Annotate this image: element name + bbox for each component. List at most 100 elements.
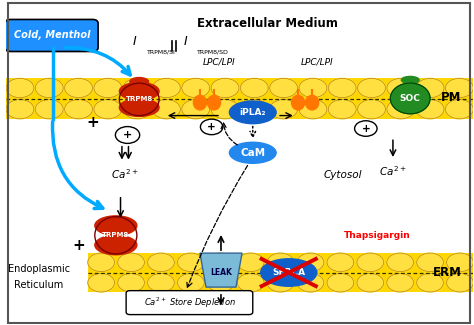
Circle shape bbox=[240, 78, 268, 98]
Text: $Ca^{2+}$ Store Depletion: $Ca^{2+}$ Store Depletion bbox=[144, 295, 236, 310]
Text: +: + bbox=[72, 238, 85, 253]
Text: $Ca^{2+}$: $Ca^{2+}$ bbox=[111, 167, 139, 180]
Ellipse shape bbox=[95, 235, 137, 255]
Circle shape bbox=[240, 99, 268, 119]
Text: Cold, Menthol: Cold, Menthol bbox=[14, 30, 90, 40]
Circle shape bbox=[416, 78, 444, 98]
Circle shape bbox=[387, 273, 413, 292]
Text: LEAK: LEAK bbox=[210, 268, 232, 277]
Text: iPLA₂: iPLA₂ bbox=[239, 108, 266, 117]
Circle shape bbox=[327, 273, 354, 292]
Circle shape bbox=[328, 99, 356, 119]
Circle shape bbox=[446, 99, 474, 119]
Text: $I$: $I$ bbox=[132, 35, 137, 48]
Ellipse shape bbox=[95, 216, 137, 235]
Circle shape bbox=[237, 253, 264, 272]
Bar bbox=[88, 253, 474, 292]
Circle shape bbox=[118, 253, 145, 272]
Text: +: + bbox=[207, 122, 216, 132]
Ellipse shape bbox=[119, 83, 159, 100]
Text: SOC: SOC bbox=[400, 94, 420, 103]
Circle shape bbox=[88, 273, 115, 292]
Text: Endoplasmic: Endoplasmic bbox=[8, 264, 70, 274]
Circle shape bbox=[208, 273, 234, 292]
Text: Extracellular Medium: Extracellular Medium bbox=[197, 17, 338, 30]
Text: LPC/LPI: LPC/LPI bbox=[301, 58, 333, 67]
Text: Cytosol: Cytosol bbox=[323, 170, 362, 180]
Circle shape bbox=[153, 99, 180, 119]
Circle shape bbox=[182, 99, 210, 119]
Circle shape bbox=[118, 273, 145, 292]
FancyArrowPatch shape bbox=[65, 47, 130, 75]
Circle shape bbox=[147, 273, 174, 292]
Circle shape bbox=[357, 273, 383, 292]
Ellipse shape bbox=[401, 76, 419, 84]
Circle shape bbox=[387, 99, 415, 119]
Text: $Ca^{2+}$: $Ca^{2+}$ bbox=[379, 164, 407, 177]
Text: Reticulum: Reticulum bbox=[14, 280, 64, 291]
Circle shape bbox=[123, 99, 151, 119]
Circle shape bbox=[88, 253, 115, 272]
Circle shape bbox=[201, 119, 223, 135]
Text: LPC/LPI: LPC/LPI bbox=[202, 58, 235, 67]
Circle shape bbox=[267, 253, 294, 272]
Ellipse shape bbox=[130, 78, 148, 86]
Circle shape bbox=[416, 99, 444, 119]
Circle shape bbox=[417, 253, 443, 272]
Ellipse shape bbox=[208, 95, 220, 110]
Ellipse shape bbox=[261, 259, 317, 286]
Ellipse shape bbox=[119, 98, 159, 116]
Circle shape bbox=[153, 78, 180, 98]
Circle shape bbox=[299, 99, 327, 119]
FancyBboxPatch shape bbox=[5, 20, 98, 51]
Ellipse shape bbox=[193, 95, 207, 110]
Ellipse shape bbox=[391, 83, 430, 114]
Text: TRPM8: TRPM8 bbox=[102, 232, 129, 238]
Circle shape bbox=[267, 273, 294, 292]
Circle shape bbox=[208, 253, 234, 272]
Text: Thapsigargin: Thapsigargin bbox=[344, 231, 411, 240]
Circle shape bbox=[270, 99, 298, 119]
Text: ERM: ERM bbox=[433, 266, 462, 279]
Circle shape bbox=[211, 78, 239, 98]
Text: CaM: CaM bbox=[240, 148, 265, 158]
Circle shape bbox=[94, 99, 122, 119]
Text: TRPM8/SI: TRPM8/SI bbox=[147, 49, 176, 54]
Circle shape bbox=[177, 273, 204, 292]
Circle shape bbox=[447, 253, 474, 272]
Text: +: + bbox=[123, 130, 132, 140]
Circle shape bbox=[328, 78, 356, 98]
Circle shape bbox=[417, 273, 443, 292]
Circle shape bbox=[64, 78, 92, 98]
Ellipse shape bbox=[292, 95, 305, 110]
Circle shape bbox=[147, 253, 174, 272]
Circle shape bbox=[237, 273, 264, 292]
Ellipse shape bbox=[229, 101, 276, 124]
Text: TRPM8: TRPM8 bbox=[126, 97, 153, 102]
Bar bbox=[6, 78, 474, 119]
Circle shape bbox=[387, 78, 415, 98]
Text: $I$: $I$ bbox=[183, 35, 189, 48]
Circle shape bbox=[387, 253, 413, 272]
Circle shape bbox=[6, 78, 34, 98]
Circle shape bbox=[182, 78, 210, 98]
Circle shape bbox=[297, 273, 324, 292]
Circle shape bbox=[36, 78, 63, 98]
Text: PM: PM bbox=[441, 91, 462, 104]
Circle shape bbox=[64, 99, 92, 119]
Circle shape bbox=[299, 78, 327, 98]
Circle shape bbox=[123, 78, 151, 98]
Circle shape bbox=[177, 253, 204, 272]
Circle shape bbox=[6, 99, 34, 119]
Circle shape bbox=[357, 253, 383, 272]
Text: +: + bbox=[362, 124, 370, 134]
Ellipse shape bbox=[306, 95, 319, 110]
Circle shape bbox=[115, 126, 140, 143]
Circle shape bbox=[355, 121, 377, 136]
Text: +: + bbox=[86, 115, 99, 130]
FancyArrowPatch shape bbox=[53, 122, 103, 209]
Text: TRPM8/SD: TRPM8/SD bbox=[197, 49, 228, 54]
Circle shape bbox=[447, 273, 474, 292]
Circle shape bbox=[270, 78, 298, 98]
Circle shape bbox=[357, 78, 385, 98]
